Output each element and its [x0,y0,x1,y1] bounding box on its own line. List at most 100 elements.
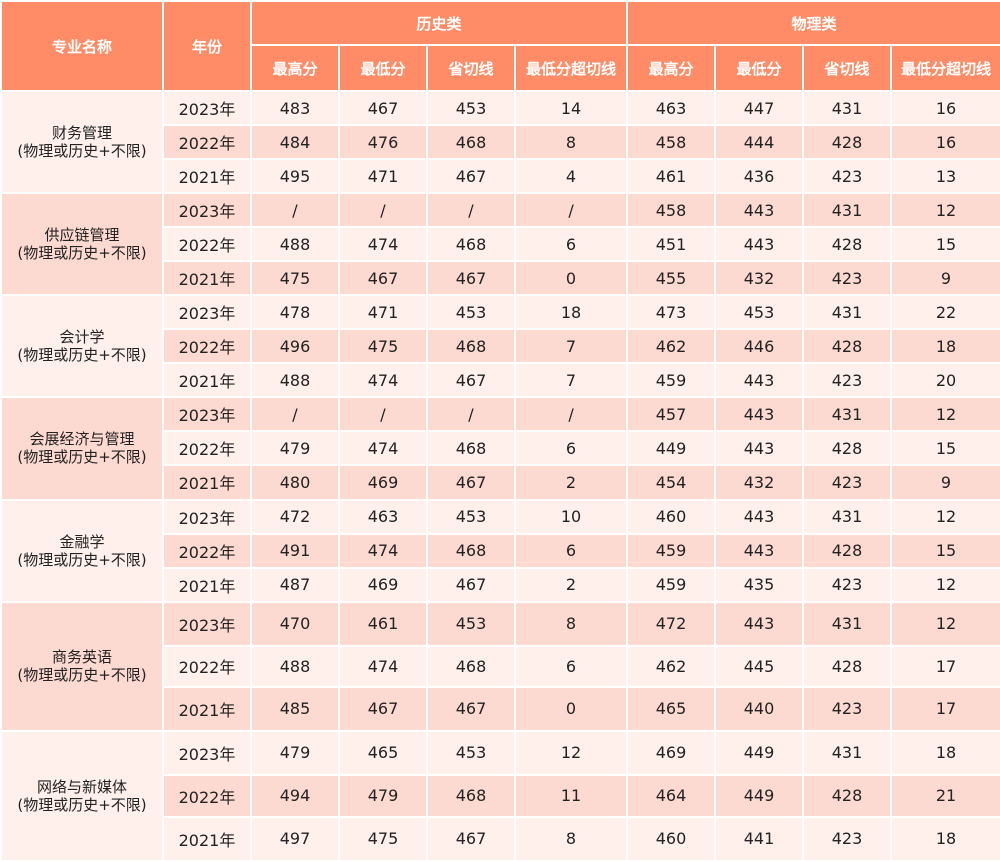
history-score-cell: / [338,192,428,229]
physics-score-cell: 455 [626,260,717,297]
history-score-cell: 8 [513,124,629,161]
physics-score-cell: 423 [802,685,893,732]
header-col-physics-cutoff: 省切线 [802,44,893,92]
year-cell: 2021年 [162,685,252,732]
physics-score-cell: 443 [714,600,805,647]
history-score-cell: 467 [426,158,516,195]
table-row: 网络与新媒体 (物理或历史+不限) 2023年 479 465 453 12 469 449 43… [0,729,1000,862]
header-col-history-cutoff: 省切线 [426,44,516,92]
history-score-cell: 12 [513,729,629,776]
physics-score-cell: 428 [802,773,893,818]
physics-score-cell: 431 [802,192,893,229]
history-score-cell: 488 [250,362,340,399]
physics-score-cell: 451 [626,226,717,263]
physics-score-cell: 443 [714,430,805,467]
physics-score-cell: 449 [714,729,805,776]
history-score-cell: 8 [513,815,629,862]
major-cell: 财务管理 (物理或历史+不限) [0,89,164,195]
history-score-cell: 453 [426,729,516,776]
history-score-cell: 474 [338,532,428,569]
history-score-cell: 467 [426,685,516,732]
physics-score-cell: 423 [802,362,893,399]
physics-score-cell: 446 [714,328,805,365]
history-score-cell: 468 [426,124,516,161]
history-score-cell: 472 [250,498,340,535]
history-score-cell: 488 [250,644,340,688]
history-score-cell: 468 [426,644,516,688]
year-cell: 2022年 [162,124,252,161]
history-score-cell: 6 [513,430,629,467]
history-score-cell: / [338,396,428,433]
physics-score-cell: 423 [802,260,893,297]
history-score-cell: 469 [338,566,428,603]
history-score-cell: / [250,396,340,433]
history-score-cell: / [513,192,629,229]
physics-score-cell: 453 [714,294,805,331]
major-group: 商务英语 (物理或历史+不限) 2023年 470 461 453 8 472 443 431 12… [0,600,1000,732]
major-name: 供应链管理 [44,226,120,245]
physics-score-cell: 20 [890,362,1000,399]
physics-score-cell: 423 [802,158,893,195]
physics-score-cell: 459 [626,566,717,603]
year-cell: 2021年 [162,260,252,297]
physics-score-cell: 12 [890,600,1000,647]
history-score-cell: 467 [426,566,516,603]
history-score-cell: 468 [426,328,516,365]
table-row: 2021年 487 469 467 2 459 435 423 12 [1,566,1000,603]
history-score-cell: 463 [338,498,428,535]
history-score-cell: 467 [338,685,428,732]
history-score-cell: 0 [513,260,629,297]
physics-score-cell: 443 [714,192,805,229]
physics-score-cell: 432 [714,464,805,501]
history-score-cell: 467 [426,464,516,501]
history-score-cell: 467 [338,89,428,127]
physics-score-cell: 459 [626,532,717,569]
history-score-cell: 469 [338,464,428,501]
physics-score-cell: 423 [802,566,893,603]
table-row: 2021年 475 467 467 0 455 432 423 9 [1,260,1000,297]
history-score-cell: 467 [338,260,428,297]
history-score-cell: 494 [250,773,340,818]
history-score-cell: 467 [426,815,516,862]
physics-score-cell: 431 [802,729,893,776]
physics-score-cell: 428 [802,226,893,263]
physics-score-cell: 12 [890,396,1000,433]
header-col-history-max: 最高分 [250,44,340,92]
history-score-cell: 6 [513,226,629,263]
history-score-cell: 478 [250,294,340,331]
year-cell: 2023年 [162,396,252,433]
major-name: 会计学 [59,328,105,347]
year-cell: 2023年 [162,192,252,229]
physics-score-cell: 449 [626,430,717,467]
physics-score-cell: 469 [626,729,717,776]
history-score-cell: 0 [513,685,629,732]
year-cell: 2022年 [162,644,252,688]
physics-score-cell: 435 [714,566,805,603]
history-score-cell: 8 [513,600,629,647]
major-requirement: (物理或历史+不限) [17,666,147,685]
table-row: 2021年 488 474 467 7 459 443 423 20 [1,362,1000,399]
year-cell: 2023年 [162,294,252,331]
physics-score-cell: 473 [626,294,717,331]
physics-score-cell: 15 [890,430,1000,467]
physics-score-cell: 21 [890,773,1000,818]
physics-score-cell: 428 [802,644,893,688]
header-major: 专业名称 [0,0,164,92]
history-score-cell: 453 [426,600,516,647]
physics-score-cell: 431 [802,294,893,331]
physics-score-cell: 428 [802,532,893,569]
physics-score-cell: 12 [890,566,1000,603]
physics-score-cell: 12 [890,192,1000,229]
header-year: 年份 [162,0,252,92]
major-name: 金融学 [59,532,105,551]
physics-score-cell: 13 [890,158,1000,195]
physics-score-cell: 460 [626,815,717,862]
history-score-cell: 475 [338,328,428,365]
major-group: 会展经济与管理 (物理或历史+不限) 2023年 / / //457 443 431 12 202… [0,396,1000,501]
year-cell: 2021年 [162,566,252,603]
history-score-cell: 495 [250,158,340,195]
history-score-cell: 484 [250,124,340,161]
table-row: 2022年 494 479 468 11 464 449 428 21 [1,773,1000,818]
physics-score-cell: 9 [890,260,1000,297]
history-score-cell: 479 [250,729,340,776]
